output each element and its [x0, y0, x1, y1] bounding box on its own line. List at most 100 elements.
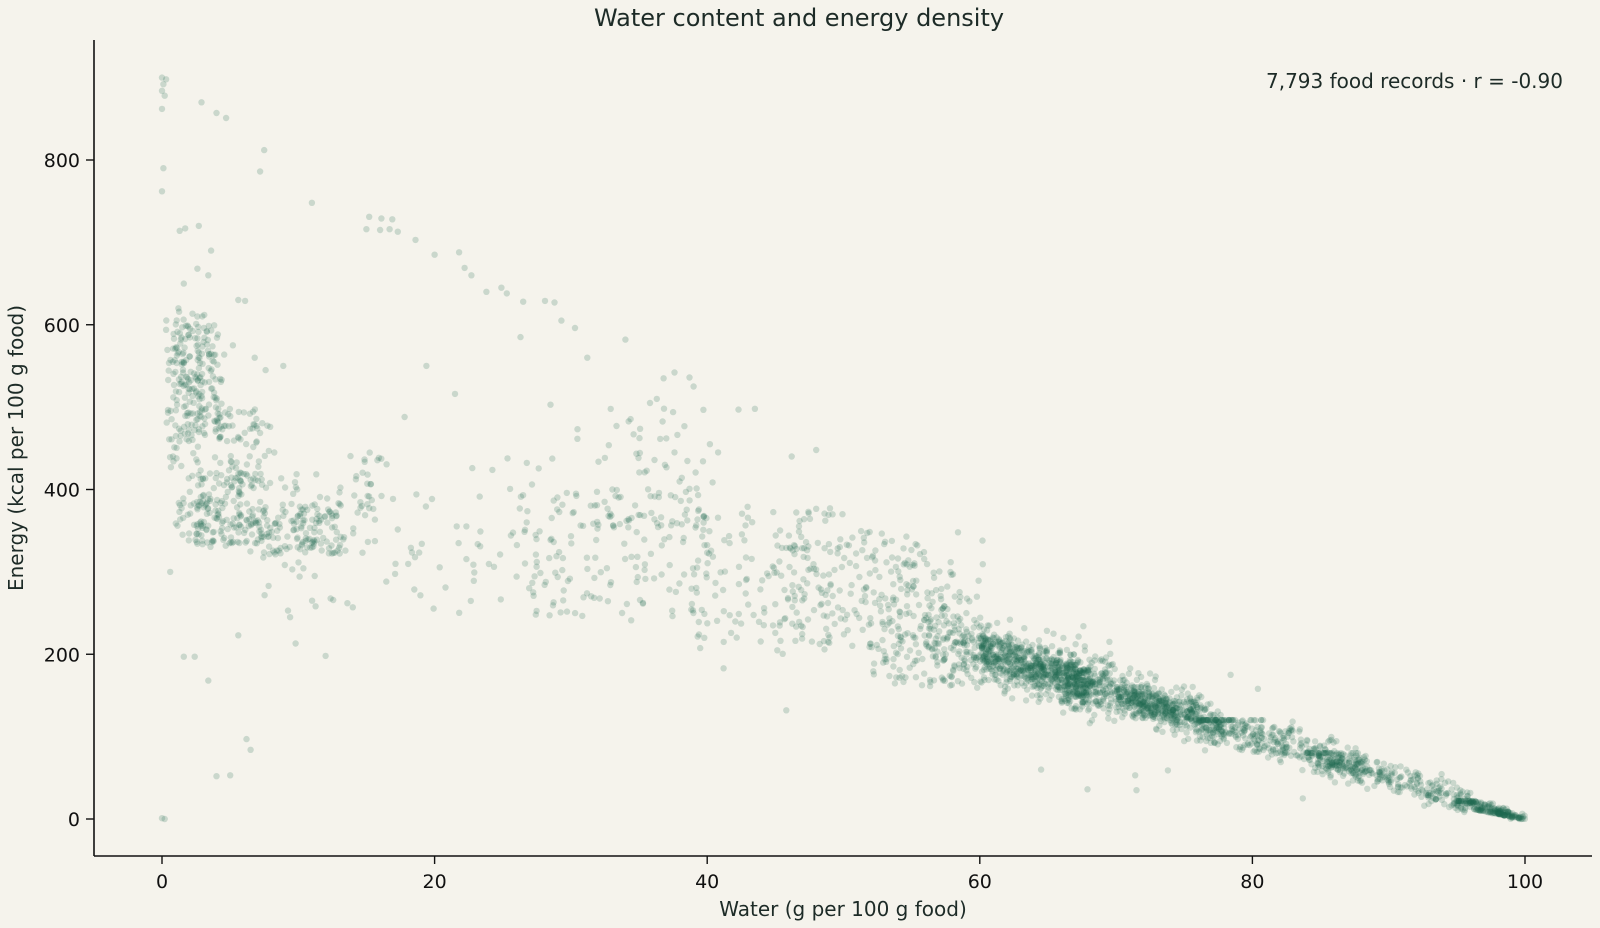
- data-point: [869, 554, 876, 561]
- data-point: [309, 516, 316, 523]
- data-point: [695, 618, 702, 626]
- data-point: [968, 674, 975, 681]
- data-point: [997, 682, 1004, 689]
- data-point: [468, 272, 475, 279]
- data-point: [1064, 665, 1072, 672]
- data-point: [183, 374, 191, 381]
- data-point: [237, 523, 245, 530]
- data-point: [1070, 651, 1078, 658]
- data-point: [549, 455, 556, 462]
- data-point: [1210, 726, 1218, 733]
- data-point: [661, 536, 668, 543]
- data-point: [216, 425, 223, 432]
- data-point: [235, 470, 242, 477]
- data-point: [927, 616, 934, 623]
- data-point: [700, 513, 707, 520]
- data-point: [1019, 641, 1026, 648]
- data-point: [973, 620, 980, 627]
- data-point: [954, 639, 961, 646]
- data-point: [236, 511, 243, 518]
- data-point: [175, 425, 183, 432]
- data-point: [733, 634, 740, 641]
- data-point: [221, 409, 229, 416]
- data-point: [209, 373, 217, 380]
- data-point: [1071, 693, 1078, 700]
- data-point: [180, 653, 187, 660]
- data-point: [207, 367, 214, 375]
- data-point: [313, 471, 320, 478]
- data-point: [227, 413, 234, 420]
- data-point: [968, 635, 976, 642]
- data-point: [1178, 725, 1185, 733]
- data-point: [785, 532, 793, 539]
- data-point: [607, 405, 614, 413]
- data-point: [1111, 665, 1118, 673]
- data-point: [204, 505, 212, 512]
- data-point: [570, 508, 577, 516]
- data-point: [636, 469, 643, 476]
- data-point: [194, 265, 201, 272]
- data-point: [256, 429, 264, 437]
- data-point: [886, 615, 893, 622]
- data-point: [485, 560, 493, 568]
- data-point: [336, 550, 343, 557]
- data-point: [693, 485, 700, 492]
- data-point: [189, 327, 196, 335]
- data-point: [1081, 678, 1088, 685]
- data-point: [1479, 807, 1486, 814]
- data-point: [958, 621, 965, 629]
- data-point: [1007, 660, 1014, 668]
- data-point: [212, 428, 219, 435]
- data-point: [1011, 650, 1019, 657]
- data-point: [453, 523, 460, 530]
- data-point: [467, 597, 474, 605]
- data-point: [995, 638, 1002, 645]
- data-point: [176, 380, 183, 388]
- data-point: [925, 611, 932, 618]
- data-point: [296, 573, 303, 580]
- data-point: [183, 436, 190, 443]
- data-point: [814, 539, 821, 547]
- data-point: [1037, 695, 1044, 702]
- data-point: [201, 431, 209, 439]
- data-point: [210, 484, 217, 492]
- data-point: [1051, 661, 1058, 668]
- data-point: [1196, 733, 1204, 740]
- data-point: [996, 645, 1003, 652]
- data-point: [1079, 694, 1086, 701]
- data-point: [233, 459, 240, 466]
- data-point: [184, 430, 192, 437]
- data-point: [942, 651, 949, 658]
- data-point: [1043, 670, 1050, 678]
- data-point: [1163, 695, 1171, 703]
- data-point: [757, 586, 764, 593]
- data-point: [955, 661, 963, 668]
- data-point: [275, 547, 282, 554]
- data-point: [609, 486, 616, 493]
- data-point: [170, 335, 178, 342]
- data-point: [227, 482, 235, 489]
- data-point: [194, 416, 201, 423]
- data-point: [533, 535, 540, 543]
- data-point: [798, 586, 805, 594]
- data-point: [1007, 677, 1014, 685]
- data-point: [187, 377, 194, 384]
- data-point: [1036, 643, 1043, 650]
- data-point: [186, 353, 193, 360]
- data-point: [657, 435, 664, 443]
- data-point: [198, 370, 206, 378]
- data-point: [943, 617, 950, 625]
- data-point: [229, 422, 236, 429]
- data-point: [532, 611, 539, 618]
- data-point: [977, 658, 984, 665]
- data-point: [252, 517, 259, 525]
- data-point: [979, 631, 986, 638]
- data-point: [1082, 667, 1089, 675]
- data-point: [910, 660, 917, 668]
- data-point: [541, 581, 548, 589]
- data-point: [202, 475, 209, 482]
- data-point: [240, 529, 248, 537]
- data-point: [1080, 681, 1087, 689]
- data-point: [176, 501, 184, 509]
- data-point: [183, 381, 190, 388]
